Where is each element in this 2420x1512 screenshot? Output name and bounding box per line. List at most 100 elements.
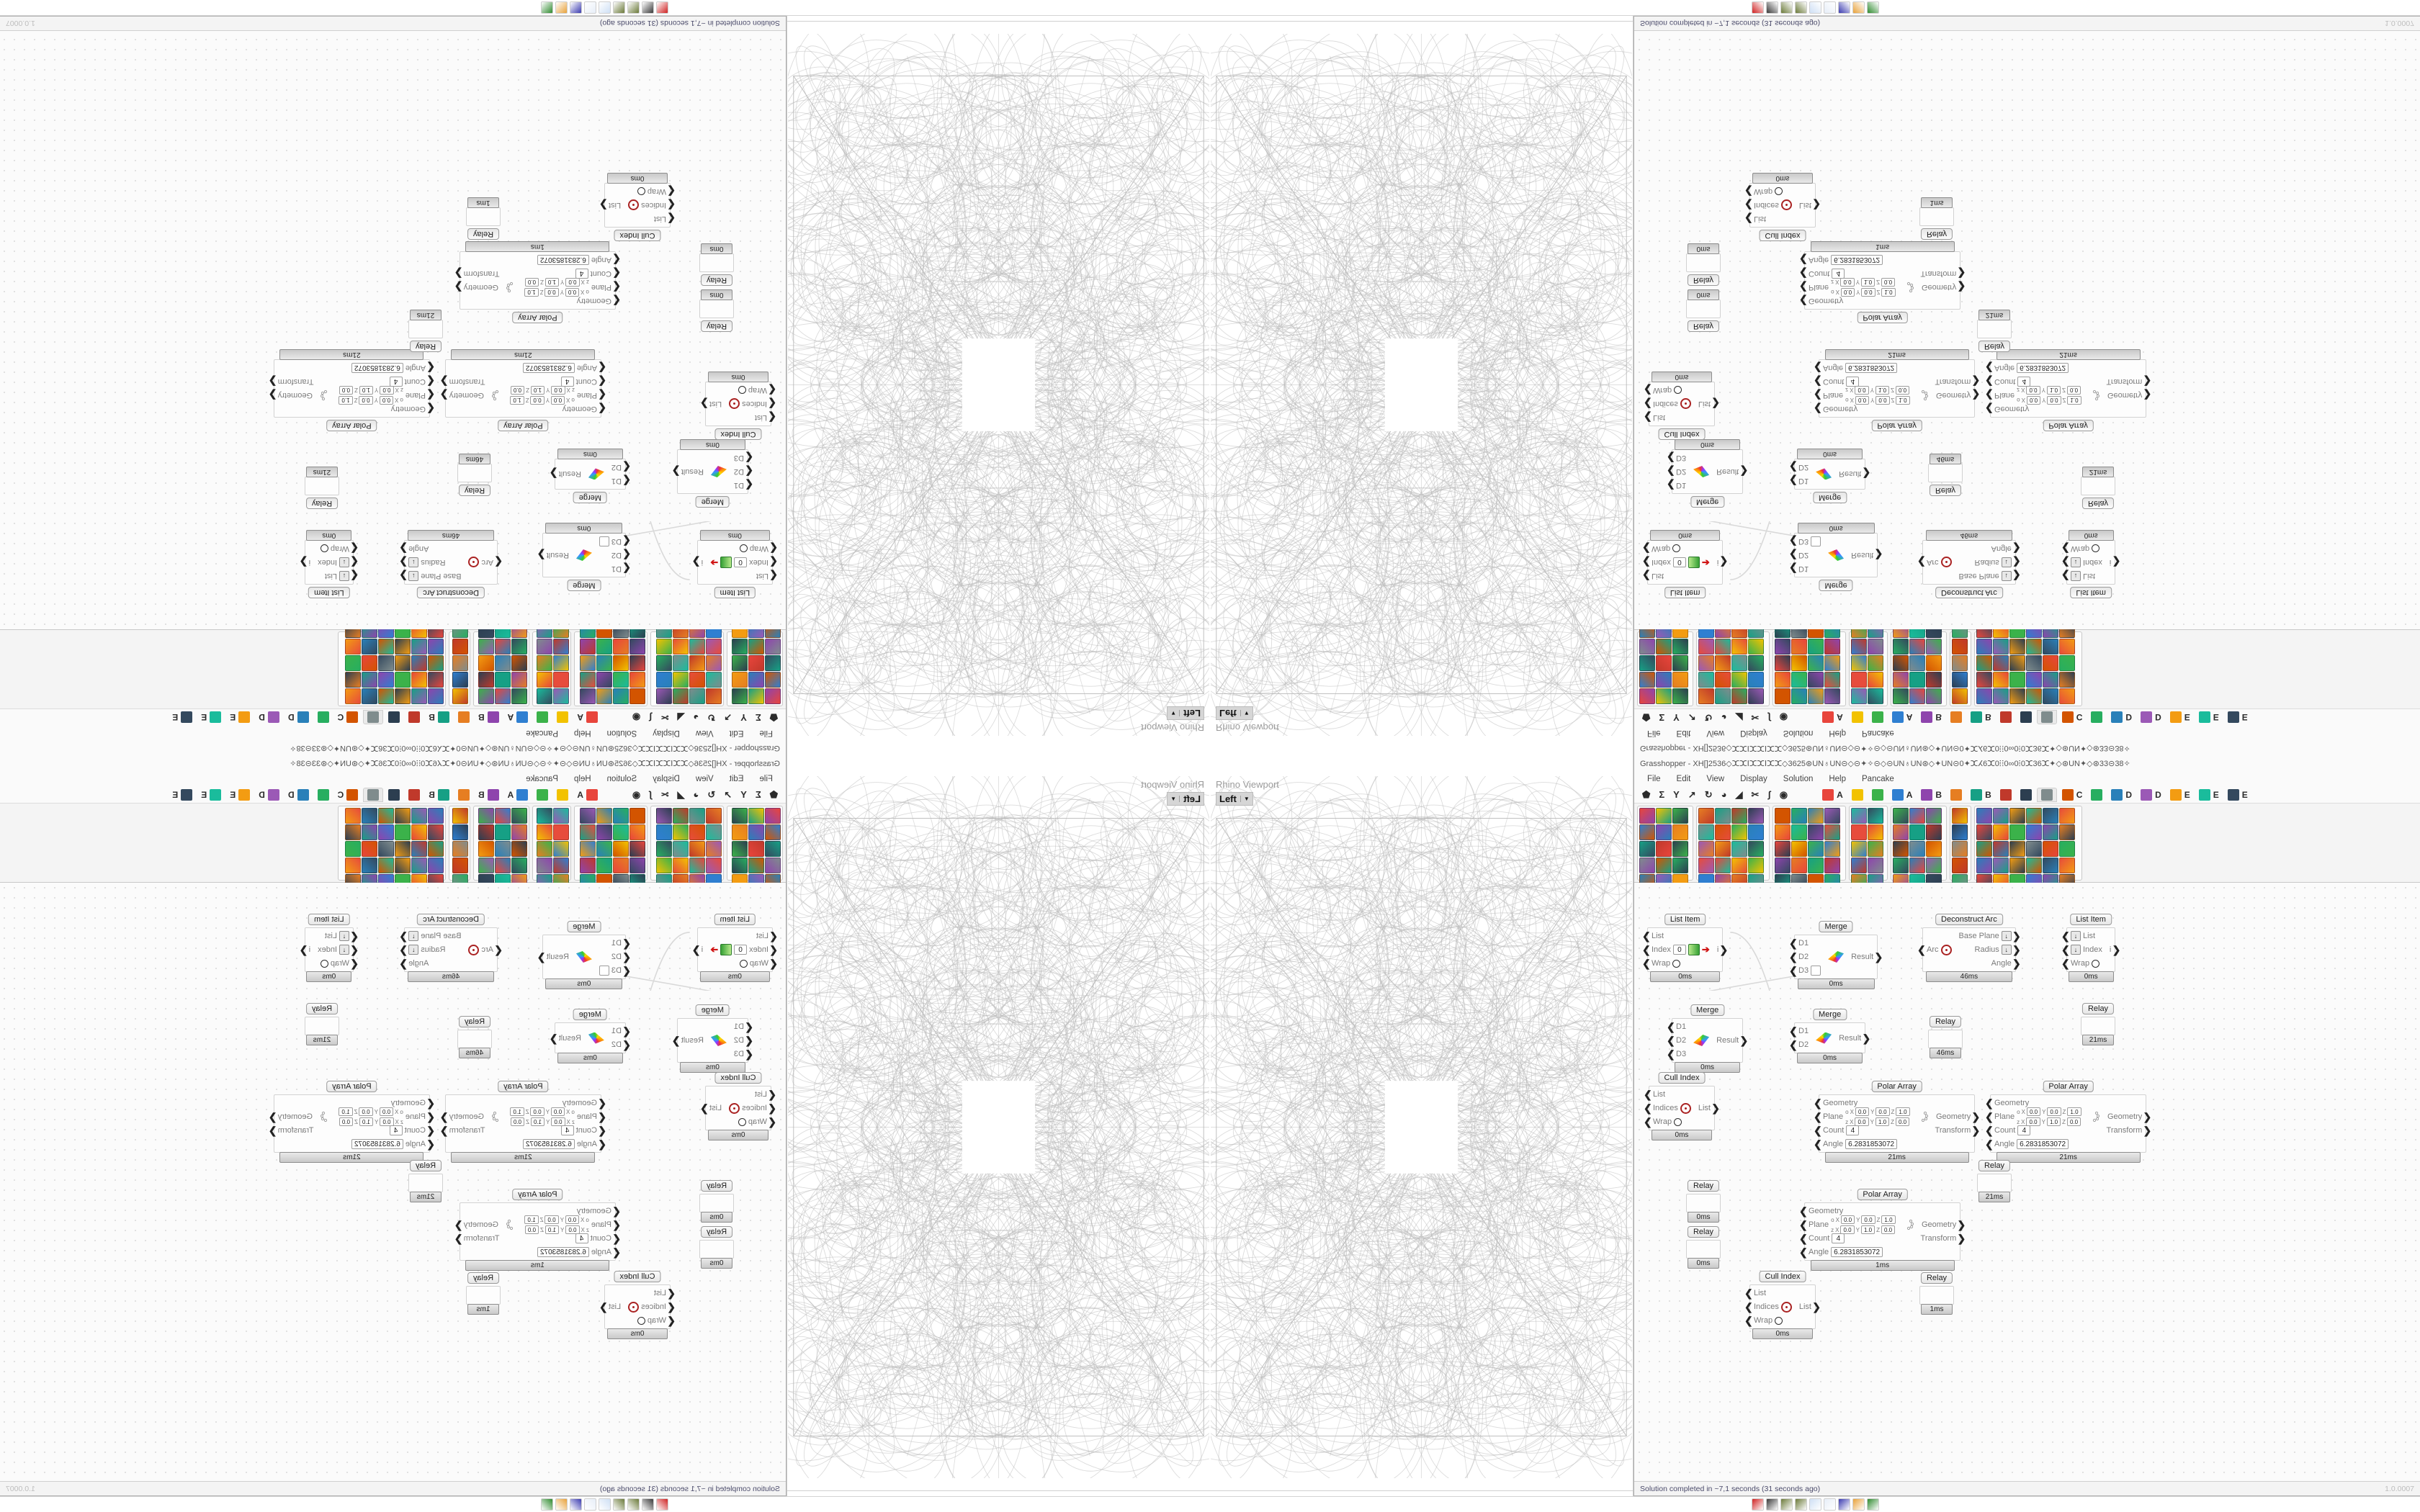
ribbon-icon[interactable]	[656, 688, 672, 704]
tab-extra2[interactable]: E	[2166, 788, 2194, 801]
viewport-select[interactable]: Left ▼	[1167, 792, 1204, 806]
ribbon-icon[interactable]	[765, 639, 781, 654]
gh-node-title[interactable]: Relay	[2081, 498, 2115, 509]
gh-port-input[interactable]: ❮	[1985, 376, 1994, 387]
gh-output-row[interactable]: Base Plane ↓ ❯	[399, 570, 461, 582]
gh-input-field[interactable]: 4	[575, 269, 588, 279]
gh-input-row[interactable]: ❮ D2	[1667, 466, 1686, 477]
ribbon-icon[interactable]	[1993, 688, 2009, 704]
bush-icon[interactable]	[627, 1498, 640, 1511]
ribbon-icon[interactable]	[748, 639, 764, 654]
plane-value-field[interactable]: 0.0	[379, 396, 394, 405]
gh-input-row[interactable]: ❮ D3	[1667, 452, 1686, 464]
gh-port-input[interactable]: ❮	[1644, 1102, 1652, 1114]
ribbon-icon[interactable]	[395, 824, 411, 840]
gh-input-row[interactable]: ❮ Wrap	[2061, 958, 2102, 969]
gh-node-title[interactable]: Relay	[700, 274, 733, 286]
tab-surface[interactable]	[1947, 711, 1966, 724]
gh-input-row[interactable]: ❮ Indices	[729, 1102, 776, 1114]
doc2-icon[interactable]	[1823, 1, 1836, 14]
ribbon-icon[interactable]	[537, 808, 552, 824]
ribbon-icon[interactable]	[706, 672, 722, 688]
gh-node-cull-index[interactable]: Cull Index ❮ List ❮ Indices ❮ Wrap List ❯ 0ms	[1644, 1072, 1720, 1141]
ribbon-icon[interactable]	[411, 808, 427, 824]
ribbon-icon[interactable]	[1893, 824, 1909, 840]
ribbon-icon[interactable]	[613, 639, 629, 654]
ribbon-icon[interactable]	[2026, 808, 2042, 824]
tab-extra4[interactable]: E	[169, 711, 196, 724]
tab-kangaroo[interactable]: C	[2058, 788, 2087, 801]
gh-output-row[interactable]: List ❯	[1698, 398, 1720, 410]
gh-input-field[interactable]: 4	[560, 1125, 574, 1135]
gh-port-input[interactable]: ❮	[1644, 398, 1652, 410]
ribbon-icon[interactable]	[511, 672, 527, 688]
gh-node-list-item[interactable]: List Item ❮ List ❮ Index 0 ➔ ❮ Wrap i ❯ 0ms	[1642, 914, 1728, 983]
ribbon-icon[interactable]	[1868, 672, 1883, 688]
sphere-icon[interactable]: ⬟	[766, 711, 781, 724]
gh-node-polar-array[interactable]: Polar Array ❮ Geometry ❮ Plane o X 0.0 Y 0.0 Z 1.0 z…	[1814, 1081, 1980, 1164]
ribbon-icon[interactable]	[1952, 672, 1968, 688]
ribbon-icon[interactable]	[2009, 858, 2025, 873]
ribbon-icon[interactable]	[580, 824, 596, 840]
ribbon-icon[interactable]	[1672, 841, 1688, 857]
empty-field[interactable]	[1811, 966, 1821, 976]
gh-node-body[interactable]	[1977, 320, 2012, 338]
tab-vector[interactable]: A	[1888, 711, 1917, 724]
gh-input-row[interactable]: ❮ Plane o X 0.0 Y 0.0 Z 1.0 z X 0.0 Y 1.0 Z 0.0	[1985, 386, 2099, 405]
ribbon-icon[interactable]	[452, 672, 468, 688]
gh-node-title[interactable]: Relay	[458, 485, 491, 496]
gh-input-row[interactable]: ❮ Indices	[1744, 199, 1792, 211]
snail-icon[interactable]: ʃ	[1764, 711, 1774, 724]
gh-output-row[interactable]: i ❯	[2110, 944, 2120, 955]
ribbon-icon[interactable]	[629, 639, 645, 654]
tab-mesh[interactable]: B	[1967, 788, 1995, 801]
gh-input-row[interactable]: ❮ ↓ List	[2061, 570, 2102, 582]
plane-widget[interactable]: o X 0.0 Y 0.0 Z 1.0 z X 0.0 Y 1.0 Z 0.0	[2017, 386, 2081, 405]
gh-port-output[interactable]: ❯	[399, 958, 408, 969]
ribbon-icon[interactable]	[732, 672, 748, 688]
ribbon-icon[interactable]	[1926, 858, 1942, 873]
gh-port-input[interactable]: ❮	[667, 186, 676, 197]
ribbon-icon[interactable]	[553, 808, 569, 824]
gh-node-title[interactable]: Merge	[1690, 496, 1725, 508]
gh-node-merge[interactable]: Merge ❮ D1 ❮ D2 ❮ D3 Result ❯ 0ms	[1667, 1004, 1748, 1074]
menu-item-solution[interactable]: Solution	[606, 729, 637, 737]
ribbon-icon[interactable]	[1976, 858, 1992, 873]
spiral-icon[interactable]: ↻	[704, 788, 719, 801]
gh-input-field[interactable]: 6.2831853072	[1845, 1139, 1898, 1149]
plane-value-field[interactable]: 0.0	[359, 1107, 373, 1116]
ribbon-icon[interactable]	[673, 639, 689, 654]
flamingo-icon[interactable]	[642, 1498, 655, 1511]
gh-output-row[interactable]: List ❯	[1698, 1102, 1720, 1114]
ribbon-icon[interactable]	[673, 841, 689, 857]
gh-output-row[interactable]: Geometry ❯	[454, 1219, 500, 1230]
tab-extra2[interactable]: E	[2166, 711, 2194, 724]
tab-display[interactable]	[2036, 710, 2057, 725]
arrow-icon[interactable]: ↗	[1685, 711, 1700, 724]
gh-node-body[interactable]: ❮ D1 ❮ D2 Result ❯	[1789, 1022, 1870, 1053]
gh-port-output[interactable]: ❯	[399, 930, 408, 942]
gh-node-title[interactable]: Relay	[467, 228, 500, 240]
gh-input-row[interactable]: ❮ D2	[734, 1035, 753, 1046]
gh-node-title[interactable]: Relay	[409, 341, 442, 352]
ribbon-icon[interactable]	[1731, 639, 1747, 654]
moon-icon[interactable]: ◕	[1718, 788, 1731, 801]
gh-input-row[interactable]: ❮ D1	[734, 480, 753, 491]
ribbon-icon[interactable]	[411, 639, 427, 654]
gh-port-input[interactable]: ❮	[612, 282, 621, 293]
plane-value-field[interactable]: 1.0	[510, 1107, 524, 1116]
gh-port-input[interactable]: ❮	[494, 944, 503, 955]
plane-widget[interactable]: o X 0.0 Y 0.0 Z 1.0 z X 0.0 Y 1.0 Z 0.0	[339, 386, 403, 405]
gh-port-output[interactable]: ❯	[599, 199, 608, 211]
ribbon-icon[interactable]	[1775, 824, 1791, 840]
gh-node-title[interactable]: Polar Array	[1871, 1081, 1922, 1092]
gh-output-row[interactable]: Geometry ❯	[1921, 1219, 1966, 1230]
gh-input-row[interactable]: ❮ D1	[599, 937, 631, 949]
gh-input-row[interactable]: ❮ List	[1744, 1287, 1792, 1299]
ribbon-icon[interactable]	[411, 841, 427, 857]
gh-input-row[interactable]: ❮ Angle 6.2831853072	[1799, 1246, 1914, 1258]
gh-node-deconstruct-arc[interactable]: Deconstruct Arc ❮ Arc Base Plane ↓ ❯ Radius ↓ ❯ A…	[399, 529, 503, 598]
ribbon-icon[interactable]	[765, 672, 781, 688]
tab-extra3[interactable]: E	[2195, 788, 2223, 801]
gh-port-input[interactable]: ❮	[768, 398, 776, 410]
